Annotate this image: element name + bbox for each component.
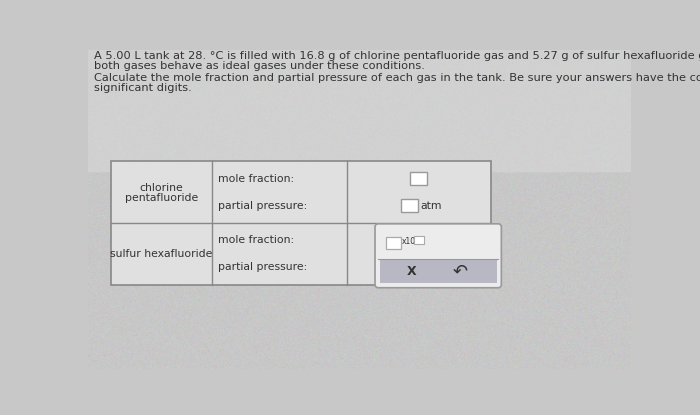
- Text: X: X: [407, 266, 416, 278]
- Text: partial pressure:: partial pressure:: [218, 201, 307, 211]
- Text: mole fraction:: mole fraction:: [218, 174, 294, 184]
- Text: x10: x10: [402, 237, 416, 246]
- Bar: [401, 199, 418, 212]
- Text: sulfur hexafluoride: sulfur hexafluoride: [110, 249, 212, 259]
- Text: significant digits.: significant digits.: [94, 83, 191, 93]
- Text: atm: atm: [421, 201, 442, 211]
- Text: mole fraction:: mole fraction:: [218, 235, 294, 245]
- FancyBboxPatch shape: [375, 224, 501, 288]
- Text: atm: atm: [421, 262, 442, 272]
- Bar: [410, 172, 427, 185]
- Bar: [111, 161, 491, 285]
- Text: A 5.00 L tank at 28. °C is filled with 16.8 g of chlorine pentafluoride gas and : A 5.00 L tank at 28. °C is filled with 1…: [94, 51, 700, 61]
- Bar: [401, 261, 418, 274]
- Bar: [379, 259, 497, 283]
- Text: both gases behave as ideal gases under these conditions.: both gases behave as ideal gases under t…: [94, 61, 425, 71]
- Bar: [386, 237, 401, 249]
- Bar: [414, 236, 424, 244]
- Text: pentafluoride: pentafluoride: [125, 193, 197, 203]
- Text: ↶: ↶: [452, 263, 468, 281]
- Text: Calculate the mole fraction and partial pressure of each gas in the tank. Be sur: Calculate the mole fraction and partial …: [94, 73, 700, 83]
- Bar: [410, 234, 427, 247]
- Text: partial pressure:: partial pressure:: [218, 262, 307, 272]
- Text: chlorine: chlorine: [139, 183, 183, 193]
